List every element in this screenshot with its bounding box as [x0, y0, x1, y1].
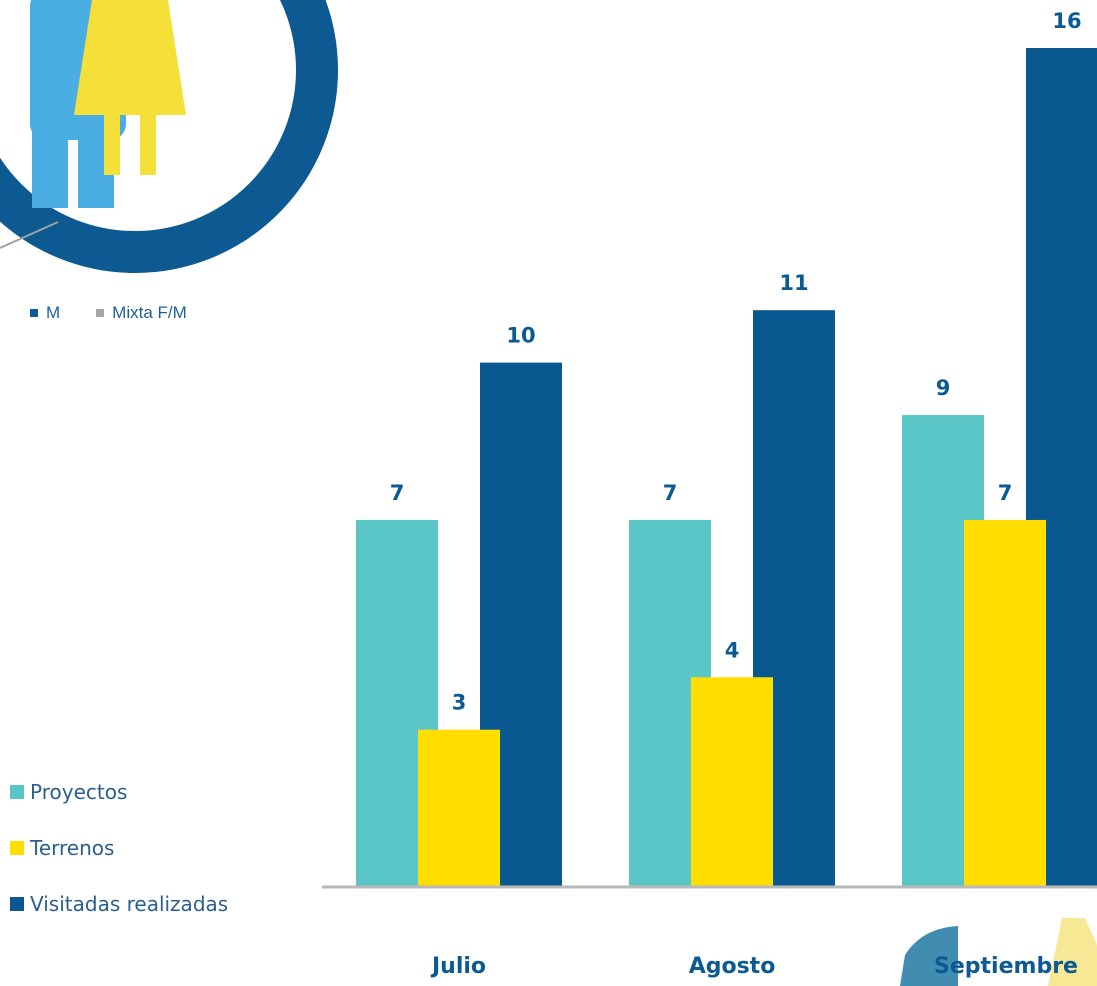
- top-legend-item: M: [30, 303, 60, 323]
- data-label-proyectos-septiembre: 9: [936, 376, 951, 400]
- legend-swatch-mixta: [96, 309, 104, 317]
- legend-swatch-visitadas: [10, 897, 24, 911]
- data-label-visitadas-agosto: 11: [779, 271, 808, 295]
- legend-swatch-terrenos: [10, 841, 24, 855]
- chart-legend: Proyectos Terrenos Visitadas realizadas: [10, 764, 228, 932]
- legend-label-mixta: Mixta F/M: [112, 303, 187, 323]
- people-gender-icon: [0, 0, 317, 252]
- data-label-visitadas-septiembre: 16: [1052, 9, 1081, 33]
- category-label-julio: Julio: [430, 954, 486, 979]
- data-label-terrenos-septiembre: 7: [998, 481, 1013, 505]
- legend-item: Visitadas realizadas: [10, 876, 228, 932]
- data-label-terrenos-julio: 3: [452, 691, 467, 715]
- legend-item: Proyectos: [10, 764, 228, 820]
- bar-terrenos-julio: [418, 730, 500, 887]
- bar-terrenos-septiembre: [964, 520, 1046, 887]
- legend-label-visitadas: Visitadas realizadas: [30, 892, 228, 916]
- legend-item: Terrenos: [10, 820, 228, 876]
- data-label-proyectos-julio: 7: [390, 481, 405, 505]
- legend-swatch-proyectos: [10, 785, 24, 799]
- category-label-agosto: Agosto: [689, 954, 776, 979]
- legend-label-m: M: [46, 303, 60, 323]
- legend-label-proyectos: Proyectos: [30, 780, 127, 804]
- legend-swatch-m: [30, 309, 38, 317]
- category-label-septiembre: Septiembre: [934, 954, 1078, 979]
- top-legend: M Mixta F/M: [30, 303, 187, 323]
- legend-label-terrenos: Terrenos: [30, 836, 114, 860]
- bar-terrenos-agosto: [691, 677, 773, 887]
- top-legend-item: Mixta F/M: [96, 303, 187, 323]
- data-label-proyectos-agosto: 7: [663, 481, 678, 505]
- data-label-visitadas-julio: 10: [506, 324, 535, 348]
- data-label-terrenos-agosto: 4: [725, 638, 740, 662]
